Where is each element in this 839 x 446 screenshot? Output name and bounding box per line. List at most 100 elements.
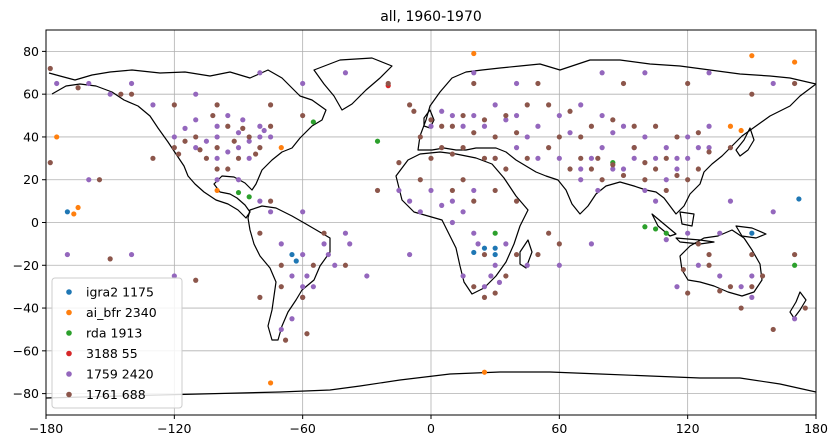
data-point — [261, 127, 267, 134]
data-point — [749, 251, 755, 258]
data-point — [278, 262, 284, 268]
data-point — [706, 70, 712, 76]
coastline-south-america — [247, 205, 331, 341]
data-point — [203, 155, 210, 161]
data-point — [727, 198, 734, 204]
data-point — [685, 134, 691, 140]
data-point — [567, 166, 573, 172]
data-point — [460, 209, 466, 215]
data-point — [193, 277, 199, 283]
data-point — [214, 177, 220, 183]
data-point — [75, 204, 81, 211]
data-point — [680, 266, 686, 273]
data-point — [674, 134, 680, 140]
data-point — [578, 166, 584, 172]
data-point — [727, 123, 734, 129]
series-1 — [54, 50, 798, 386]
data-point — [770, 80, 776, 87]
axis-ticks: −180 −120 −60 0 60 120 180 −80 −60 −40 −20 0 20 40 60 8… — [13, 44, 828, 436]
data-point — [235, 189, 242, 196]
legend-marker — [66, 350, 72, 357]
data-point — [503, 166, 509, 172]
data-point — [231, 138, 237, 144]
data-point — [107, 91, 113, 97]
data-point — [513, 251, 520, 258]
data-point — [792, 59, 798, 65]
data-point — [492, 134, 498, 140]
data-point — [595, 187, 601, 194]
data-point — [663, 177, 669, 183]
y-tick-label: 40 — [23, 129, 39, 144]
data-point — [524, 262, 530, 268]
data-point — [54, 134, 60, 140]
data-point — [631, 145, 637, 151]
data-point — [278, 284, 284, 290]
data-point — [588, 166, 595, 172]
legend: igra2 1175 ai_bfr 2340 rda 1913 3188 55 1759… — [51, 277, 183, 409]
legend-marker — [66, 330, 72, 336]
data-point — [267, 198, 274, 204]
data-point — [481, 284, 488, 290]
data-point — [652, 155, 659, 161]
data-point — [439, 202, 445, 208]
data-point — [267, 102, 274, 108]
data-point — [535, 251, 541, 258]
series-5 — [47, 65, 808, 343]
data-point — [674, 155, 680, 161]
data-point — [118, 91, 124, 97]
data-point — [513, 130, 520, 136]
data-point — [171, 273, 177, 279]
data-point — [128, 91, 135, 97]
data-point — [706, 262, 712, 268]
data-point — [492, 155, 498, 161]
data-point — [54, 80, 60, 87]
legend-entry: igra2 1175 — [86, 285, 154, 300]
data-point — [610, 162, 616, 168]
data-point — [492, 245, 498, 251]
data-point — [304, 273, 310, 279]
data-point — [214, 134, 220, 140]
data-point — [364, 273, 370, 279]
data-point — [727, 145, 734, 151]
data-point — [727, 284, 734, 290]
data-point — [396, 160, 402, 166]
y-tick-label: 80 — [23, 44, 39, 59]
data-point — [257, 198, 263, 204]
data-point — [300, 284, 306, 290]
data-point — [439, 145, 445, 151]
data-point — [411, 108, 417, 114]
data-point — [257, 230, 263, 236]
data-point — [546, 102, 552, 108]
data-point — [342, 70, 349, 76]
data-point — [225, 123, 231, 129]
data-point — [310, 284, 316, 290]
legend-marker — [66, 371, 72, 377]
data-point — [481, 155, 488, 161]
coastline-japan — [735, 127, 755, 157]
data-point — [385, 80, 391, 87]
data-point — [685, 80, 691, 87]
legend-marker — [66, 309, 72, 316]
data-point — [749, 91, 755, 97]
data-point — [278, 241, 284, 247]
data-point — [471, 112, 477, 119]
data-point — [588, 123, 595, 129]
data-point — [503, 117, 509, 123]
data-point — [503, 241, 509, 247]
data-point — [214, 123, 220, 129]
coastline-indonesia — [651, 211, 715, 245]
data-point — [792, 251, 798, 258]
data-point — [492, 102, 498, 108]
data-point — [193, 91, 199, 97]
data-point — [214, 166, 220, 172]
data-point — [246, 134, 252, 140]
data-point — [460, 145, 466, 151]
x-tick-label: −60 — [289, 421, 315, 436]
data-point — [492, 290, 498, 296]
data-point — [492, 251, 498, 258]
data-point — [214, 102, 220, 108]
data-point — [717, 230, 723, 236]
data-point — [588, 241, 595, 247]
data-point — [631, 123, 637, 129]
data-point — [663, 230, 669, 236]
